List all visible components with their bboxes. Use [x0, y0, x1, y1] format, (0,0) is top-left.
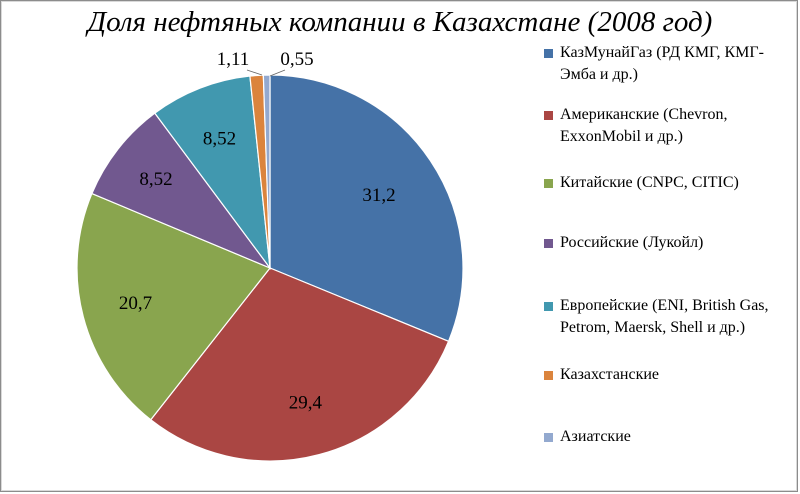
pie-slice — [91, 112, 272, 270]
slice-data-label: 20,7 — [119, 293, 152, 314]
leader-line — [269, 69, 286, 77]
slice-data-label: 8,52 — [203, 129, 236, 150]
legend-item: Американские (Chevron, ExxonMobil и др.) — [544, 104, 794, 148]
pie-slice — [76, 192, 271, 421]
legend-swatch — [544, 239, 553, 248]
slice-data-label: 0,55 — [280, 49, 313, 70]
pie-slice — [262, 74, 271, 269]
legend-label: Российские (Лукойл) — [560, 234, 704, 251]
legend-label: Казахстанские — [560, 366, 660, 383]
legend-label: Азиатские — [560, 428, 631, 445]
legend-item: Европейские (ENI, British Gas, Petrom, M… — [544, 295, 794, 339]
slice-data-label: 1,11 — [217, 49, 250, 70]
legend-item: Казахстанские — [544, 364, 794, 386]
legend-label: Европейские (ENI, British Gas, Petrom, M… — [560, 297, 769, 336]
legend-swatch — [544, 371, 553, 380]
legend-swatch — [544, 302, 553, 311]
legend-label: Американские (Chevron, ExxonMobil и др.) — [560, 106, 728, 145]
pie-slice — [149, 267, 450, 462]
legend-item: Азиатские — [544, 426, 794, 448]
pie-slice — [269, 74, 464, 343]
slice-data-label: 8,52 — [139, 169, 172, 190]
chart-title: Доля нефтяных компании в Казахстане (200… — [87, 6, 713, 38]
legend-swatch — [544, 433, 553, 442]
legend-item: КазМунайГаз (РД КМГ, КМГ-Эмба и др.) — [544, 42, 794, 86]
legend-swatch — [544, 49, 553, 58]
slice-data-label: 31,2 — [362, 185, 395, 206]
legend-swatch — [544, 179, 553, 188]
legend-label: КазМунайГаз (РД КМГ, КМГ-Эмба и др.) — [560, 44, 764, 83]
legend-swatch — [544, 111, 553, 120]
pie-slice — [153, 75, 271, 271]
legend-item: Российские (Лукойл) — [544, 232, 794, 254]
slice-data-label: 29,4 — [289, 392, 323, 413]
legend-item: Китайские (CNPC, CITIC) — [544, 172, 794, 194]
leader-line — [246, 69, 263, 76]
legend-label: Китайские (CNPC, CITIC) — [560, 174, 739, 191]
